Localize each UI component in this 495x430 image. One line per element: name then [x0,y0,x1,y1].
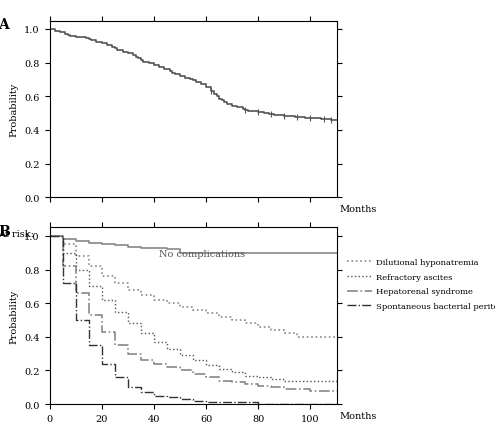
Text: 20: 20 [266,230,279,239]
Y-axis label: Probability: Probability [10,289,19,343]
Text: No complications: No complications [159,249,245,258]
Legend: Dilutional hyponatremia, Refractory ascites, Hepatorenal syndrome, Spontaneous b: Dilutional hyponatremia, Refractory asci… [346,258,495,310]
Y-axis label: Probability: Probability [10,83,19,137]
Text: Months: Months [340,411,377,420]
Text: 56: 56 [214,230,227,239]
Text: 100: 100 [159,230,178,239]
Text: 203: 203 [54,230,73,239]
Text: B: B [0,224,9,238]
Text: 149: 149 [107,230,125,239]
Text: Months: Months [340,205,377,214]
Text: At risk:: At risk: [0,230,34,239]
Text: 75: 75 [319,230,331,239]
Text: A: A [0,18,8,32]
